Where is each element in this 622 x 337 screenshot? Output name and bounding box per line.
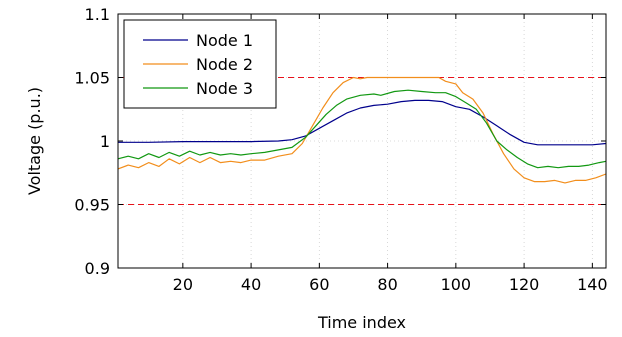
y-tick-label: 1.05 <box>74 69 110 88</box>
series-line-node-1 <box>118 99 607 146</box>
series-lines <box>117 76 607 184</box>
x-tick-label: 20 <box>173 275 193 294</box>
y-tick-label: 1.1 <box>85 5 110 24</box>
x-tick-label: 120 <box>509 275 540 294</box>
legend-label: Node 2 <box>196 55 253 74</box>
y-tick-label: 1 <box>100 132 110 151</box>
series-line-node-2 <box>117 76 607 184</box>
axis-ticks: 20 40 60 80 100 120 140 0.9 0.95 1 1.05 1.1 <box>74 5 607 294</box>
y-tick-label: 0.9 <box>85 259 110 278</box>
y-axis-label: Voltage (p.u.) <box>25 87 44 195</box>
series-line-node-3 <box>117 89 607 169</box>
x-tick-label: 60 <box>309 275 329 294</box>
x-tick-label: 80 <box>377 275 397 294</box>
y-tick-label: 0.95 <box>74 196 110 215</box>
legend: Node 1 Node 2 Node 3 <box>123 19 277 109</box>
x-axis-label: Time index <box>317 313 406 332</box>
x-tick-label: 140 <box>577 275 608 294</box>
x-tick-label: 100 <box>441 275 472 294</box>
x-tick-label: 40 <box>241 275 261 294</box>
legend-label: Node 3 <box>196 79 253 98</box>
legend-label: Node 1 <box>196 31 253 50</box>
